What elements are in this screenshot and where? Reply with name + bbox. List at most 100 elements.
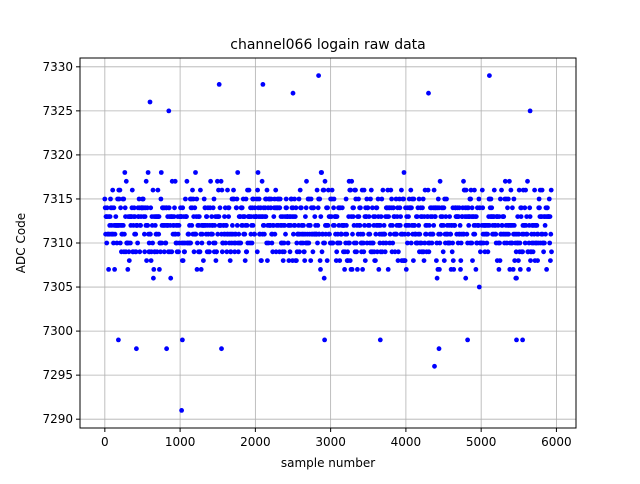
data-point	[219, 187, 225, 193]
data-point	[423, 231, 429, 237]
x-tick-label: 6000	[541, 435, 572, 449]
data-point	[318, 267, 323, 272]
data-point	[510, 205, 515, 211]
data-point	[113, 214, 119, 220]
data-point	[189, 223, 195, 228]
data-point	[432, 214, 438, 220]
data-point	[151, 275, 156, 281]
data-point	[542, 240, 547, 246]
outlier-point	[216, 82, 222, 87]
data-point	[506, 231, 511, 237]
data-point	[277, 205, 283, 211]
data-point	[347, 258, 353, 263]
data-point	[332, 223, 337, 228]
data-point	[280, 258, 286, 263]
data-point	[373, 258, 378, 263]
data-point	[458, 258, 464, 263]
data-point	[142, 249, 148, 255]
data-point	[523, 187, 528, 193]
data-point	[405, 231, 411, 237]
data-point	[334, 249, 340, 255]
data-point	[382, 231, 388, 237]
data-point	[244, 249, 250, 255]
x-tick-label: 0	[101, 435, 109, 449]
data-point	[224, 249, 230, 255]
data-point	[136, 196, 142, 202]
outlier-point	[520, 337, 525, 343]
data-point	[268, 196, 274, 202]
data-point	[537, 205, 542, 211]
data-point	[367, 231, 373, 237]
data-point	[120, 223, 126, 228]
data-point	[393, 196, 399, 202]
data-point	[353, 187, 358, 193]
data-point	[502, 178, 508, 184]
data-point	[242, 214, 247, 220]
data-point	[142, 231, 147, 237]
data-point	[456, 214, 461, 220]
outlier-point	[116, 337, 121, 343]
data-point	[140, 196, 146, 202]
data-point	[397, 196, 402, 202]
data-point	[216, 214, 222, 220]
data-point	[381, 223, 387, 228]
data-point	[374, 249, 380, 255]
data-point	[536, 196, 542, 202]
data-point	[137, 249, 143, 255]
data-point	[409, 205, 414, 211]
data-point	[152, 223, 158, 228]
data-point	[334, 214, 340, 220]
data-point	[523, 223, 529, 228]
data-point	[360, 267, 365, 272]
data-point	[327, 231, 332, 237]
data-point	[397, 205, 403, 211]
data-point	[495, 223, 501, 228]
data-point	[451, 267, 457, 272]
data-point	[158, 196, 164, 202]
data-point	[296, 196, 302, 202]
data-point	[504, 240, 510, 246]
data-point	[339, 205, 345, 211]
data-point	[230, 223, 235, 228]
data-point	[546, 196, 552, 202]
data-point	[488, 196, 494, 202]
data-point	[319, 170, 324, 175]
data-point	[464, 231, 470, 237]
data-point	[199, 240, 205, 246]
data-point	[382, 249, 388, 255]
data-point	[148, 205, 154, 211]
data-point	[520, 249, 525, 255]
data-point	[183, 196, 188, 202]
data-point	[354, 249, 359, 255]
data-point	[505, 196, 511, 202]
data-point	[411, 196, 417, 202]
data-point	[450, 258, 456, 263]
data-point	[292, 223, 298, 228]
data-point	[412, 223, 417, 228]
data-point	[197, 249, 203, 255]
data-point	[132, 214, 138, 220]
data-point	[512, 258, 518, 263]
data-point	[269, 240, 275, 246]
data-point	[487, 223, 492, 228]
data-point	[398, 214, 403, 220]
x-axis-ticks: 0 1000 2000 3000 4000 5000 6000	[101, 428, 572, 449]
data-point	[344, 223, 349, 228]
data-point	[301, 249, 307, 255]
data-point	[302, 258, 308, 263]
data-point	[112, 267, 117, 272]
x-tick-label: 2000	[240, 435, 271, 449]
data-point	[145, 223, 151, 228]
data-point	[401, 170, 407, 175]
data-point	[259, 258, 264, 263]
data-point	[201, 258, 206, 263]
data-point	[414, 214, 420, 220]
data-point	[377, 223, 383, 228]
data-point	[150, 240, 156, 246]
data-point	[402, 258, 408, 263]
data-point	[315, 205, 321, 211]
data-point	[259, 178, 265, 184]
data-point	[249, 240, 255, 246]
data-point	[331, 205, 336, 211]
